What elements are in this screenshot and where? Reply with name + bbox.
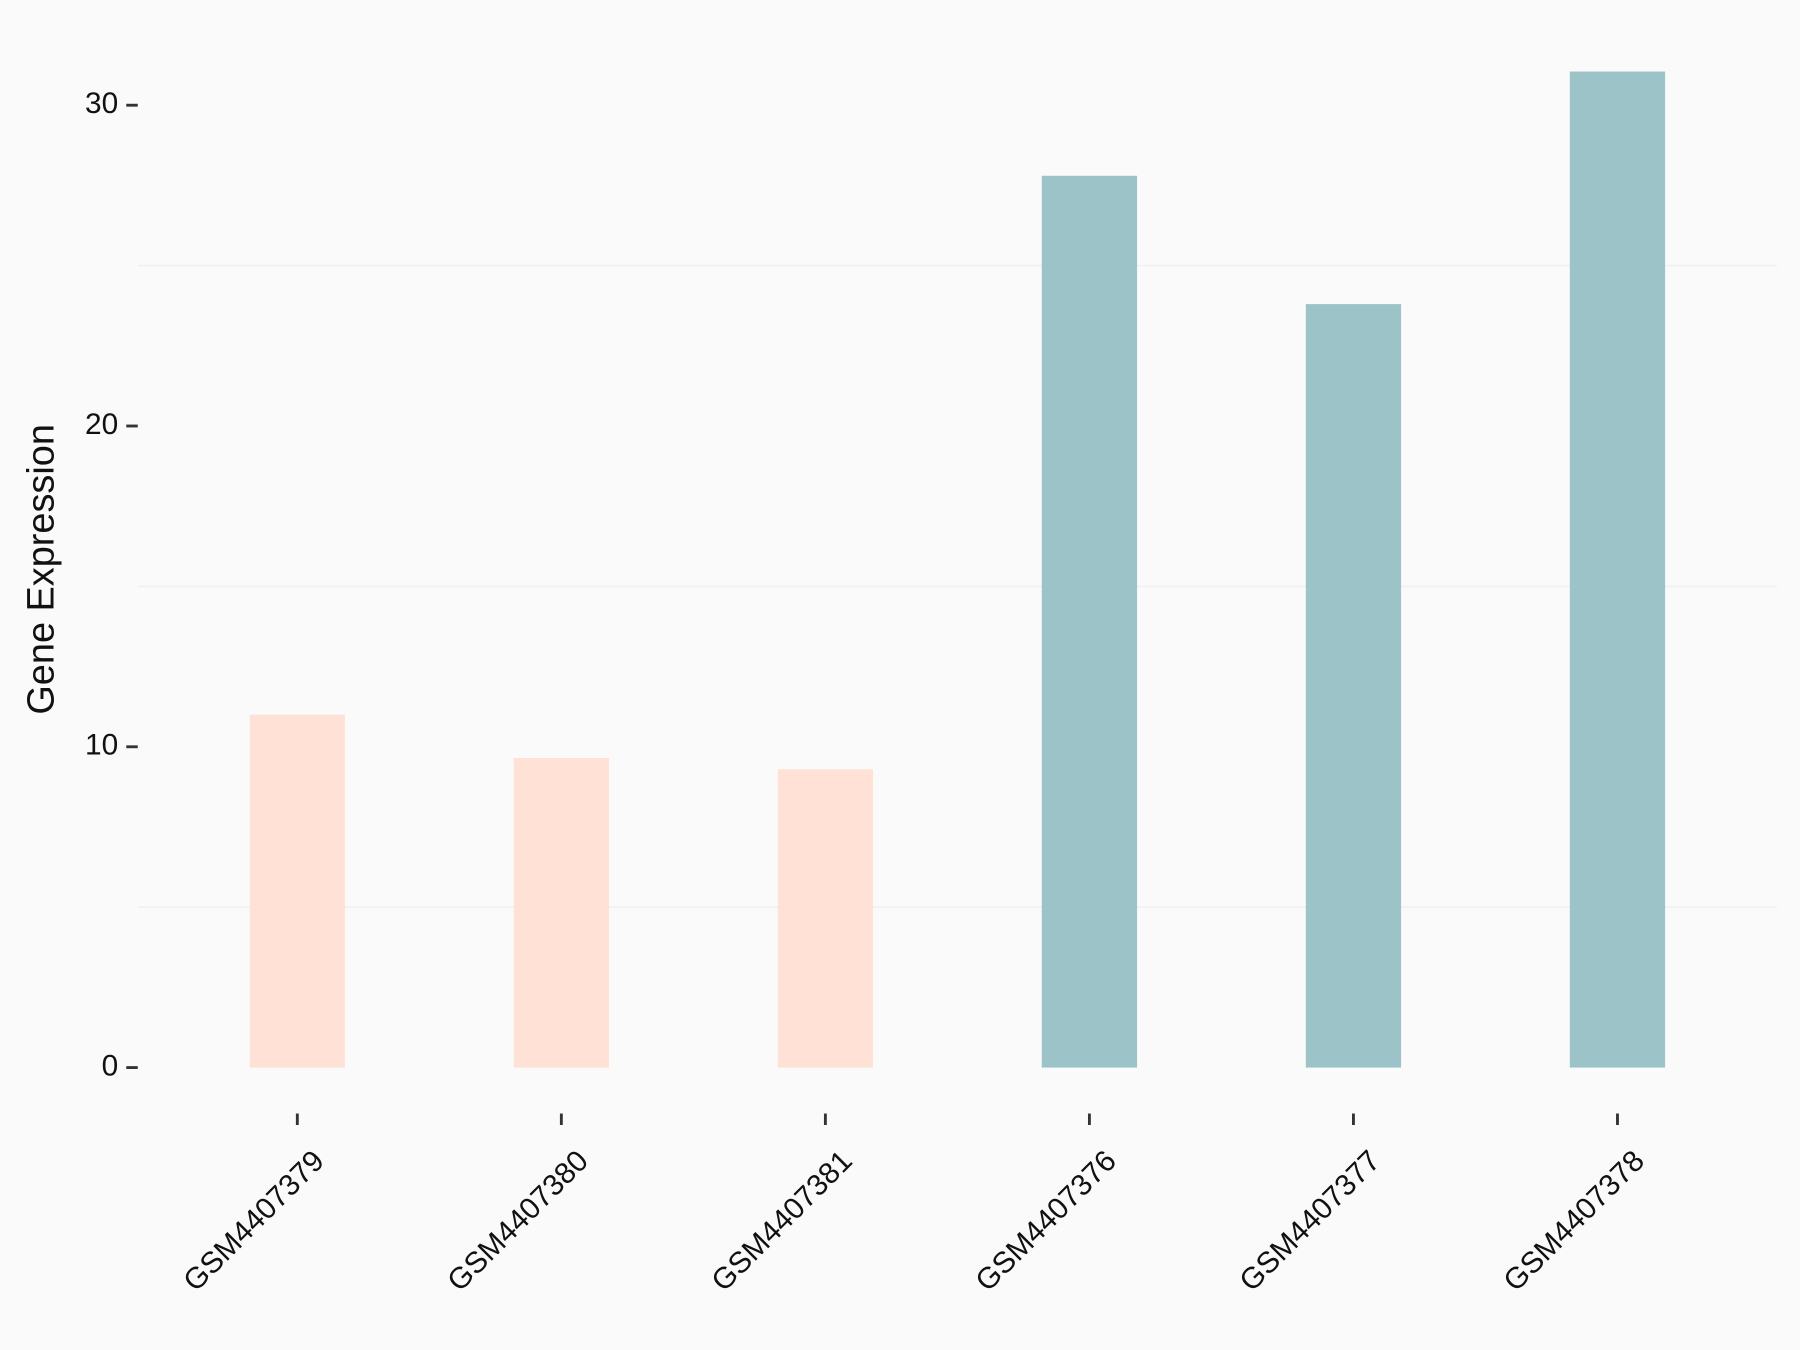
bar	[1041, 175, 1138, 1068]
bar	[513, 758, 609, 1068]
y-axis-label: Gene Expression	[21, 424, 63, 715]
y-tick-label: 0	[102, 1049, 119, 1082]
bar	[1569, 71, 1666, 1068]
bar	[1305, 304, 1402, 1068]
y-tick-label: 20	[85, 408, 118, 441]
bar	[777, 769, 874, 1068]
y-tick-label: 10	[85, 729, 118, 762]
bar	[249, 714, 345, 1068]
y-tick-label: 30	[85, 87, 118, 120]
